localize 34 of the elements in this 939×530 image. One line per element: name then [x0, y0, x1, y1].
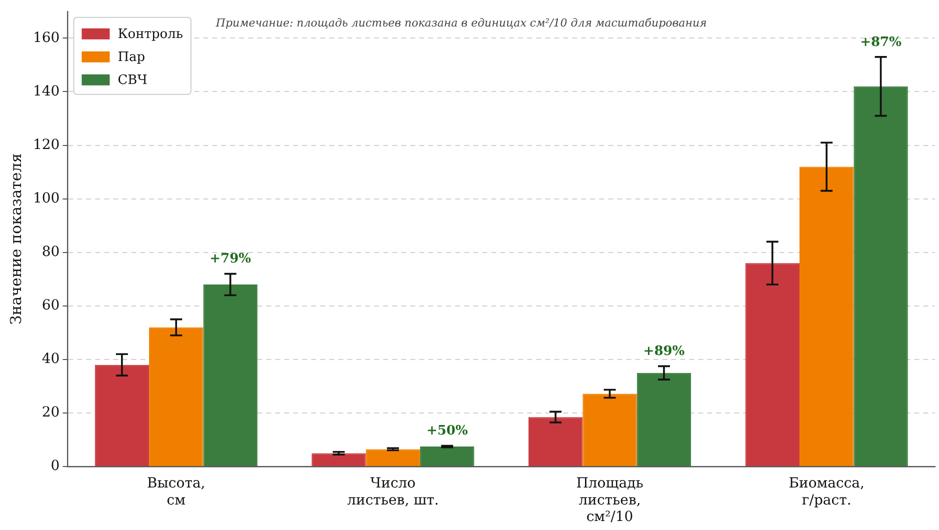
x-tick-label: Число листьев, шт.	[347, 476, 439, 508]
bar	[799, 166, 854, 466]
bar	[203, 284, 258, 466]
y-tick-label: 80	[42, 244, 60, 260]
annotation: +89%	[643, 344, 686, 360]
legend-label: Контроль	[118, 26, 183, 42]
y-tick-label: 40	[42, 351, 60, 368]
x-tick-label: Высота, см	[147, 476, 206, 508]
bar	[636, 372, 692, 466]
bar	[366, 449, 420, 466]
y-tick-label: 160	[32, 30, 60, 46]
legend-label: Пар	[118, 50, 146, 65]
annotation: +79%	[210, 252, 252, 267]
bar	[94, 364, 150, 466]
y-tick-label: 20	[42, 404, 60, 421]
annotation: +50%	[426, 424, 468, 439]
x-tick-label: Биомасса, г/раст.	[788, 476, 864, 508]
y-tick-label: 0	[50, 458, 60, 474]
bar	[420, 446, 474, 466]
annotation: +87%	[860, 34, 902, 50]
bar	[149, 327, 204, 466]
bar	[745, 263, 800, 466]
bar	[312, 453, 366, 466]
bar	[854, 86, 908, 466]
bar	[528, 417, 583, 466]
annotation: Примечание: площадь листьев показана в единицах см²/10 для масштабирования	[214, 16, 707, 30]
bar	[582, 394, 637, 466]
x-tick-label: Площадь листьев, см²/10	[576, 476, 644, 526]
legend-label: СВЧ	[118, 72, 148, 88]
y-tick-label: 60	[42, 298, 60, 314]
y-tick-label: 140	[32, 83, 60, 100]
y-tick-label: 100	[32, 190, 60, 206]
y-axis-title: Значение показателя	[6, 153, 25, 325]
y-tick-label: 120	[32, 136, 60, 153]
